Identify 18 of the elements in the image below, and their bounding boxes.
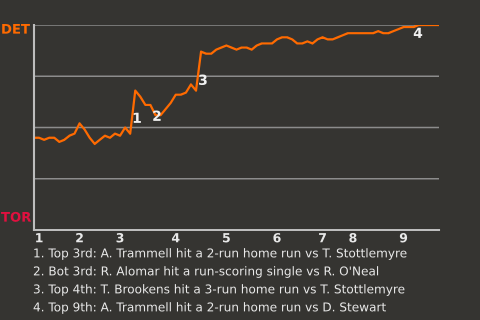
x-tick-label: 5 (222, 233, 230, 242)
text: TOR (1, 212, 32, 222)
text: 2. Bot 3rd: R. Alomar hit a run-scoring single vs R. O'Neal (34, 266, 378, 278)
x-tick-label: 1 (36, 233, 43, 242)
x-tick-label: 4 (172, 233, 180, 242)
annotation: 4 (414, 28, 422, 38)
x-tick-label: 7 (319, 233, 326, 242)
x-tick-label: 2 (76, 233, 83, 242)
text: 3. Top 4th: T. Brookens hit a 3-run home run vs T. Stottlemyre (34, 284, 404, 296)
text: DET (2, 24, 30, 34)
x-tick-label: 3 (116, 233, 124, 242)
text: 4. Top 9th: A. Trammell hit a 2-run home run vs D. Stewart (34, 302, 386, 314)
annotation: 1 (134, 112, 141, 123)
text: 1. Top 3rd: A. Trammell hit a 2-run home run vs T. Stottlemyre (34, 248, 406, 260)
x-tick-label: 9 (400, 233, 408, 242)
x-tick-label: 8 (349, 233, 357, 242)
x-tick-label: 6 (273, 233, 281, 242)
annotation: 3 (199, 74, 207, 86)
